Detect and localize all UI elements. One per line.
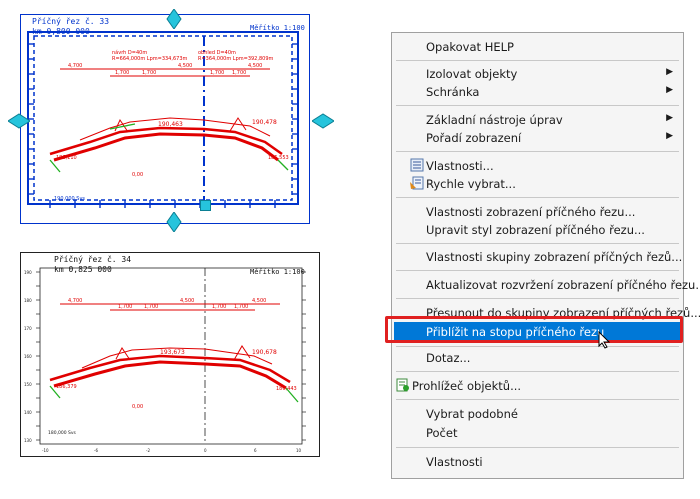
menu-item-clipboard[interactable]: Schránka ▶ bbox=[426, 85, 673, 99]
section-title: Příčný řez č. 33 bbox=[32, 16, 109, 26]
menu-item-edit-section-view-style[interactable]: Upravit styl zobrazení příčného řezu... bbox=[426, 223, 645, 237]
menu-separator bbox=[396, 243, 679, 244]
point-label: 0,00 bbox=[132, 172, 143, 178]
y-tick: 150 bbox=[24, 382, 32, 387]
dim-label: 1,700 bbox=[210, 70, 224, 76]
stretch-grip-bottom[interactable] bbox=[166, 212, 182, 232]
datum-label: 190,000 Svs bbox=[54, 196, 85, 202]
menu-separator bbox=[396, 270, 679, 271]
dim-label: 1,700 bbox=[115, 70, 129, 76]
dim-label: 1,700 bbox=[234, 304, 248, 310]
y-tick: 160 bbox=[24, 354, 32, 359]
design-note-left: návrh D=40m R=664,000m Lpm=334,673m bbox=[112, 49, 187, 62]
menu-separator bbox=[396, 447, 679, 448]
stretch-grip-right[interactable] bbox=[312, 113, 334, 129]
properties-icon bbox=[410, 158, 426, 174]
object-viewer-icon bbox=[396, 378, 412, 394]
menu-separator bbox=[396, 105, 679, 106]
elevation-left-bottom-label: 186,379 bbox=[56, 384, 77, 390]
cross-section-view-34[interactable]: 190 180 170 160 150 140 130 -10 -6 -2 0 … bbox=[20, 252, 320, 457]
menu-item-properties[interactable]: Vlastnosti... bbox=[392, 156, 683, 176]
x-tick: -10 bbox=[42, 448, 49, 453]
y-tick: 180 bbox=[24, 298, 32, 303]
elevation-right-bottom-label: 185,553 bbox=[268, 155, 289, 161]
menu-item-update-section-view-layout[interactable]: Aktualizovat rozvržení zobrazení příčnéh… bbox=[426, 278, 700, 292]
elevation-right-bottom-label: 186,443 bbox=[276, 386, 297, 392]
cross-section-view-33[interactable]: Příčný řez č. 33 km 0,800 000 Měřítko 1:… bbox=[19, 13, 311, 225]
menu-item-section-view-group-properties[interactable]: Vlastnosti skupiny zobrazení příčných ře… bbox=[426, 250, 683, 264]
menu-separator bbox=[396, 399, 679, 400]
menu-item-section-view-properties[interactable]: Vlastnosti zobrazení příčného řezu... bbox=[426, 205, 636, 219]
section-scale: Měřítko 1:100 bbox=[250, 268, 305, 276]
dim-label: 1,700 bbox=[144, 304, 158, 310]
elevation-center-label: 193,673 bbox=[160, 349, 185, 356]
submenu-arrow-icon: ▶ bbox=[666, 113, 673, 123]
x-tick: -6 bbox=[94, 448, 98, 453]
highlight-callout-frame bbox=[385, 316, 683, 343]
menu-item-basic-modify-tools[interactable]: Základní nástroje úprav ▶ bbox=[426, 113, 673, 127]
menu-separator bbox=[396, 197, 679, 198]
menu-item-repeat-help[interactable]: Opakovat HELP bbox=[426, 40, 514, 54]
dim-label: 1,700 bbox=[142, 70, 156, 76]
elevation-left-bottom-label: 186,110 bbox=[56, 155, 77, 161]
dim-label: 4,700 bbox=[68, 63, 82, 69]
elevation-right-label: 190,478 bbox=[252, 119, 277, 126]
x-tick: -2 bbox=[146, 448, 150, 453]
menu-item-draw-order[interactable]: Pořadí zobrazení ▶ bbox=[426, 131, 673, 145]
point-label: 0,00 bbox=[132, 404, 143, 410]
context-menu: Opakovat HELP Izolovat objekty ▶ Schránka… bbox=[391, 32, 700, 479]
elevation-right-label: 190,678 bbox=[252, 349, 277, 356]
mouse-cursor-icon bbox=[598, 330, 611, 353]
menu-item-count[interactable]: Počet bbox=[426, 426, 458, 440]
menu-separator bbox=[396, 151, 679, 152]
dim-label: 4,500 bbox=[180, 298, 194, 304]
elevation-center-label: 190,463 bbox=[158, 121, 183, 128]
submenu-arrow-icon: ▶ bbox=[666, 67, 673, 77]
y-tick: 190 bbox=[24, 270, 32, 275]
menu-separator bbox=[396, 60, 679, 61]
dim-label: 4,500 bbox=[178, 63, 192, 69]
stretch-grip-top[interactable] bbox=[166, 9, 182, 29]
menu-item-properties-bottom[interactable]: Vlastnosti bbox=[426, 455, 483, 469]
x-tick: 10 bbox=[296, 448, 302, 453]
quick-select-icon bbox=[410, 176, 426, 192]
datum-label: 180,000 Svs bbox=[48, 430, 77, 436]
submenu-arrow-icon: ▶ bbox=[666, 85, 673, 95]
menu-separator bbox=[396, 298, 679, 299]
x-tick: 0 bbox=[204, 448, 207, 453]
section-title: Příčný řez č. 34 bbox=[54, 254, 131, 264]
dim-label: 1,700 bbox=[212, 304, 226, 310]
section-station: km 0,825 000 bbox=[54, 265, 112, 274]
menu-item-inquiry[interactable]: Dotaz... bbox=[426, 351, 471, 365]
section-scale: Měřítko 1:100 bbox=[250, 24, 305, 32]
dim-label: 1,700 bbox=[232, 70, 246, 76]
menu-item-quick-select[interactable]: Rychle vybrat... bbox=[392, 174, 683, 194]
menu-item-object-viewer[interactable]: Prohlížeč objektů... bbox=[392, 376, 683, 396]
y-tick: 140 bbox=[24, 410, 32, 415]
y-tick: 170 bbox=[24, 326, 32, 331]
menu-item-zoom-to-section-line[interactable]: Přiblížit na stopu příčného řezu bbox=[394, 322, 681, 342]
dim-label: 4,700 bbox=[68, 298, 82, 304]
x-tick: 6 bbox=[254, 448, 257, 453]
section-station: km 0,800 000 bbox=[32, 27, 90, 36]
menu-separator bbox=[396, 371, 679, 372]
y-tick: 130 bbox=[24, 438, 32, 443]
stretch-grip-left[interactable] bbox=[8, 113, 30, 129]
design-note-right: obhled D=40m R=364,000m Lpm=392,809m bbox=[198, 50, 273, 62]
submenu-arrow-icon: ▶ bbox=[666, 131, 673, 141]
menu-item-isolate-objects[interactable]: Izolovat objekty ▶ bbox=[426, 67, 673, 81]
menu-separator bbox=[396, 346, 679, 347]
dim-label: 1,700 bbox=[118, 304, 132, 310]
menu-item-select-similar[interactable]: Vybrat podobné bbox=[426, 407, 518, 421]
location-grip[interactable] bbox=[200, 200, 211, 211]
dim-label: 4,500 bbox=[248, 63, 262, 69]
dim-label: 4,500 bbox=[252, 298, 266, 304]
